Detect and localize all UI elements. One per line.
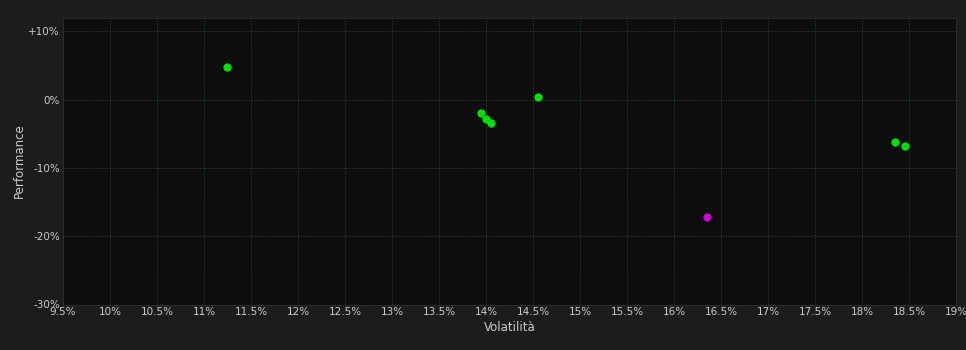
Point <box>473 110 489 116</box>
Point <box>219 64 235 70</box>
Point <box>888 139 903 145</box>
Y-axis label: Performance: Performance <box>13 124 26 198</box>
Point <box>699 214 715 220</box>
X-axis label: Volatilità: Volatilità <box>484 321 535 335</box>
Point <box>483 120 498 126</box>
Point <box>530 94 546 100</box>
Point <box>478 116 494 121</box>
Point <box>896 143 912 149</box>
